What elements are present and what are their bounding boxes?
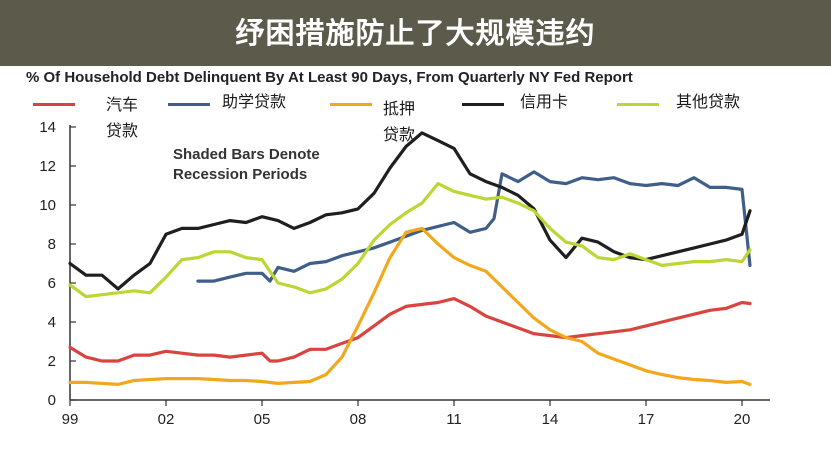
legend-swatch-auto [33,103,75,106]
title-banner [0,0,831,66]
legend-label-auto: 汽车贷款 [106,95,139,140]
plot-lines [68,131,752,386]
legend-label-student: 助学贷款 [222,92,287,111]
x-tick-label: 17 [638,411,655,428]
legend-label-mortgage: 抵押贷款 [383,99,416,144]
recession-note-line2: Recession Periods [173,166,308,183]
y-tick-label: 0 [48,392,56,409]
legend-swatch-student [168,103,210,106]
x-tick-label: 14 [542,411,559,428]
series-line-other [68,182,752,299]
x-tick-label: 02 [158,411,175,428]
x-tick-label: 08 [350,411,367,428]
chart-subtitle: % Of Household Debt Delinquent By At Lea… [26,69,633,86]
legend-swatch-credit [462,103,504,106]
x-tick-label: 05 [254,411,271,428]
x-tick-label: 99 [62,411,79,428]
y-tick-label: 2 [48,353,56,370]
recession-note-line1: Shaded Bars Denote [173,146,320,163]
legend-swatch-other [617,103,659,106]
recession-note: Shaded Bars Denote Recession Periods [173,145,320,185]
x-tick-label: 20 [734,411,751,428]
series-line-student [196,170,752,283]
y-tick-label: 14 [39,119,56,136]
y-tick-label: 6 [48,275,56,292]
y-tick-label: 8 [48,236,56,253]
y-tick-label: 12 [39,158,56,175]
y-tick-label: 4 [48,314,56,331]
chart-title: 纾困措施防止了大规模违约 [235,16,596,50]
legend-label-other: 其他贷款 [676,92,741,111]
y-tick-label: 10 [39,197,56,214]
legend-label-credit: 信用卡 [520,92,569,111]
x-tick-label: 11 [446,411,462,428]
series-line-auto [68,297,752,363]
series-line-mortgage [68,226,752,386]
legend-swatch-mortgage [330,103,372,106]
